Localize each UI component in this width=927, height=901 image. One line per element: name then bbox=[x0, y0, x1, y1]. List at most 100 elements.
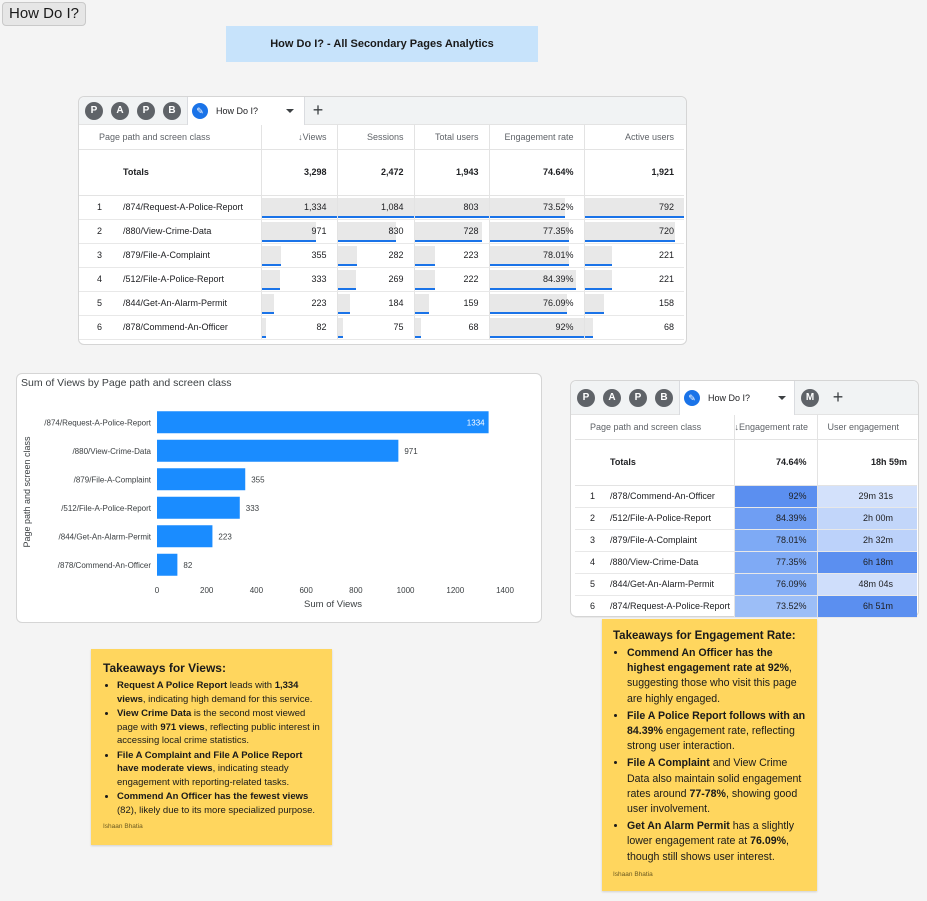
cell-bar-line bbox=[338, 287, 357, 290]
page-path[interactable]: /880/View-Crime-Data bbox=[610, 557, 699, 567]
body-text: , showing good user involvement. bbox=[627, 787, 798, 816]
table-row[interactable]: 4/880/View-Crime-Data 77.35% 6h 18m bbox=[575, 551, 917, 574]
user-engagement-cell: 2h 32m bbox=[816, 529, 917, 552]
row-index: 6 bbox=[590, 601, 596, 611]
avatar[interactable]: P bbox=[577, 388, 595, 407]
page-path-cell: 6/878/Commend-An-Officer bbox=[79, 315, 261, 340]
active-users-value: 68 bbox=[663, 322, 674, 332]
avatar[interactable]: P bbox=[85, 101, 103, 120]
bar[interactable] bbox=[157, 411, 489, 434]
bar[interactable] bbox=[157, 439, 399, 462]
page-path[interactable]: /879/File-A-Complaint bbox=[123, 250, 211, 260]
page-path[interactable]: /878/Commend-An-Officer bbox=[123, 322, 228, 332]
list-item: File A Complaint and View Crime Data als… bbox=[627, 756, 809, 817]
table-row[interactable]: 4/512/File-A-Police-Report 333 269 222 84.39… bbox=[79, 267, 684, 292]
cell-bar-line bbox=[585, 263, 613, 266]
note-author: Ishaan Bhatia bbox=[103, 823, 143, 830]
cell-bar bbox=[262, 293, 275, 313]
column-header-engagement-rate[interactable]: Engagement rate bbox=[488, 125, 584, 150]
column-header-page-path[interactable]: Page path and screen class bbox=[79, 125, 261, 150]
bar[interactable] bbox=[157, 496, 240, 519]
avatar[interactable]: P bbox=[137, 101, 155, 120]
chart-title: Sum of Views by Page path and screen cla… bbox=[21, 377, 232, 389]
cell-bar-line bbox=[490, 263, 570, 266]
add-tab-button[interactable]: + bbox=[832, 386, 844, 407]
total-users-value: 803 bbox=[463, 202, 479, 212]
avatar[interactable]: M bbox=[801, 388, 819, 407]
avatar[interactable]: A bbox=[603, 388, 621, 407]
avatar[interactable]: P bbox=[629, 388, 647, 407]
page-path-cell: 6/874/Request-A-Police-Report bbox=[575, 595, 734, 618]
cell-bar-line bbox=[585, 335, 594, 338]
engagement-rate-cell: 77.35% bbox=[733, 551, 817, 574]
cell-bar bbox=[585, 269, 613, 289]
column-header-total-users[interactable]: Total users bbox=[413, 125, 489, 150]
tab-label: How Do I? bbox=[216, 105, 259, 116]
row-index: 1 bbox=[97, 202, 103, 212]
avatar[interactable]: A bbox=[111, 101, 129, 120]
table-row[interactable]: 1/878/Commend-An-Officer 92% 29m 31s bbox=[575, 485, 917, 508]
page-path[interactable]: /874/Request-A-Police-Report bbox=[610, 601, 731, 611]
active-users-cell: 68 bbox=[583, 315, 684, 340]
page-path[interactable]: /879/File-A-Complaint bbox=[610, 535, 698, 545]
table-row[interactable]: 6/878/Commend-An-Officer 82 75 68 92% 68 bbox=[79, 315, 684, 340]
sessions-value: 75 bbox=[393, 322, 404, 332]
column-header-views[interactable]: ↓Views bbox=[260, 125, 337, 150]
data-label: 223 bbox=[218, 532, 232, 541]
x-tick-label: 400 bbox=[250, 586, 264, 595]
row-index: 2 bbox=[590, 513, 596, 523]
engagement-table-card: P A P B ✎ How Do I? M + Page path and sc… bbox=[570, 380, 919, 618]
cell-bar bbox=[585, 293, 605, 313]
table-row[interactable]: 6/874/Request-A-Police-Report 73.52% 6h 51… bbox=[575, 595, 917, 618]
page-path[interactable]: /512/File-A-Police-Report bbox=[610, 513, 712, 523]
add-tab-button[interactable]: + bbox=[312, 99, 324, 120]
chevron-down-icon[interactable] bbox=[286, 108, 294, 113]
page-path[interactable]: /874/Request-A-Police-Report bbox=[123, 202, 244, 212]
column-header-page-path[interactable]: Page path and screen class bbox=[575, 415, 734, 440]
page-path-cell: 5/844/Get-An-Alarm-Permit bbox=[79, 291, 261, 316]
table-row[interactable]: 2/880/View-Crime-Data 971 830 728 77.35% 720 bbox=[79, 219, 684, 244]
frame-label[interactable]: How Do I? bbox=[2, 2, 87, 26]
bar[interactable] bbox=[157, 525, 213, 548]
table-row[interactable]: 2/512/File-A-Police-Report 84.39% 2h 00m bbox=[575, 507, 917, 530]
totals-user-engagement: 18h 59m bbox=[816, 439, 917, 486]
tab-how-do-i[interactable]: ✎ How Do I? bbox=[679, 380, 795, 415]
table-row[interactable]: 5/844/Get-An-Alarm-Permit 223 184 159 76.09%… bbox=[79, 291, 684, 316]
total-users-cell: 159 bbox=[413, 291, 489, 316]
page-path[interactable]: /878/Commend-An-Officer bbox=[610, 491, 715, 501]
page-path[interactable]: /844/Get-An-Alarm-Permit bbox=[123, 298, 228, 308]
user-engagement-cell: 2h 00m bbox=[816, 507, 917, 530]
page-path[interactable]: /880/View-Crime-Data bbox=[123, 226, 212, 236]
page-path-cell: 1/874/Request-A-Police-Report bbox=[79, 195, 261, 220]
x-tick-label: 1000 bbox=[397, 586, 415, 595]
column-header-active-users[interactable]: Active users bbox=[583, 125, 684, 150]
bar[interactable] bbox=[157, 553, 178, 576]
avatar[interactable]: B bbox=[655, 388, 673, 407]
active-users-value: 221 bbox=[658, 274, 674, 284]
body-text: (82), likely due to its more specialized… bbox=[117, 804, 316, 816]
cell-bar-line bbox=[338, 215, 414, 218]
chevron-down-icon[interactable] bbox=[778, 395, 786, 400]
page-path[interactable]: /512/File-A-Police-Report bbox=[123, 274, 225, 284]
tab-how-do-i[interactable]: ✎ How Do I? bbox=[187, 96, 305, 125]
avatar[interactable]: B bbox=[163, 101, 181, 120]
column-header-engagement-rate[interactable]: ↓Engagement rate bbox=[733, 415, 817, 440]
page-path-cell: 4/880/View-Crime-Data bbox=[575, 551, 734, 574]
active-users-value: 221 bbox=[658, 250, 674, 260]
table-row[interactable]: 3/879/File-A-Complaint 78.01% 2h 32m bbox=[575, 529, 917, 552]
list-item: Commend An Officer has the highest engag… bbox=[627, 646, 809, 707]
category-label: /844/Get-An-Alarm-Permit bbox=[59, 532, 152, 541]
note-title: Takeaways for Engagement Rate: bbox=[613, 630, 796, 642]
table-row[interactable]: 5/844/Get-An-Alarm-Permit 76.09% 48m 04s bbox=[575, 573, 917, 596]
table-row[interactable]: 1/874/Request-A-Police-Report 1,334 1,084 8… bbox=[79, 195, 684, 220]
column-header-user-engagement[interactable]: User engagement bbox=[816, 415, 917, 440]
page-path[interactable]: /844/Get-An-Alarm-Permit bbox=[610, 579, 715, 589]
column-header-sessions[interactable]: Sessions bbox=[336, 125, 414, 150]
bar[interactable] bbox=[157, 468, 246, 491]
cell-bar-line bbox=[585, 239, 675, 242]
list-item: File A Police Report follows with an 84.… bbox=[627, 709, 809, 755]
views-value: 82 bbox=[316, 322, 327, 332]
views-cell: 1,334 bbox=[260, 195, 337, 220]
table-row[interactable]: 3/879/File-A-Complaint 355 282 223 78.01% 221 bbox=[79, 243, 684, 268]
total-users-value: 223 bbox=[463, 250, 479, 260]
